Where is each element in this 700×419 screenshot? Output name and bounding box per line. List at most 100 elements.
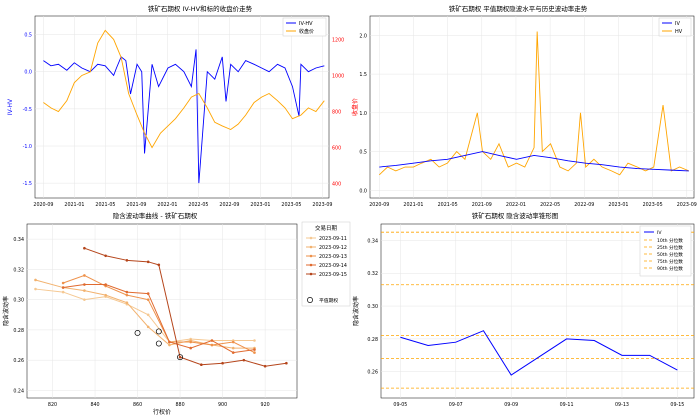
chart4-y-tick-label: 0.30 [367,304,378,310]
chart3-series-point [168,343,171,347]
chart3-series [34,246,288,368]
chart3-series-point [285,361,288,365]
chart3-legend-atm-marker [307,297,313,303]
chart4-x-tick-label: 09-11 [560,402,574,408]
chart3-series-point [253,348,256,351]
chart3-legend-label: 2023-09-15 [319,272,347,278]
chart1-x-tick-label: 2021-01 [64,202,84,208]
chart3-x-tick-label: 920 [261,402,270,408]
chart3-series-point [189,340,193,344]
chart2-series-hv [378,31,690,176]
chart3-series-point [104,254,107,258]
chart2-y-tick-label: 1.0 [359,111,367,117]
chart-iv-hv-levels: 铁矿石期权 平值期权隐波水平与历史波动率走势 2020-09 2021-01 202… [359,4,696,208]
chart4-x-tick-label: 09-09 [504,402,518,408]
chart2-series-iv [379,151,689,172]
chart4-y-tick-label: 0.34 [367,238,378,244]
chart3-series-point [189,346,193,350]
chart3-series-point [168,340,171,344]
chart1-y-tick-label: -0.5 [23,107,32,113]
chart3-atm-point [177,354,184,361]
chart3-legend-marker [309,245,313,249]
chart2-x-tick-label: 2021-05 [438,202,458,208]
chart4-x-tick-label: 09-13 [615,402,629,408]
chart1-x-tick-label: 2020-09 [33,202,53,208]
chart3-legend-atm-label: 平值期权 [319,297,338,304]
chart4-legend-label: 50th 分位数 [657,251,683,258]
chart1-y-tick-label: -1.0 [23,144,32,150]
chart3-series-point [263,364,267,368]
chart3-series-point [253,351,256,354]
chart3-series-point [242,358,246,362]
chart1-series-iv-hv [43,49,325,184]
chart1-y2-tick-label: 1000 [332,73,344,79]
chart1-y2label: 收盘价 [351,98,359,116]
chart4-legend-label: 10th 分位数 [657,237,683,244]
chart3-y-tick-label: 0.24 [13,388,24,394]
chart2-x-tick-label: 2022-01 [506,202,526,208]
chart3-atm-point [155,328,162,335]
chart3-series-point [125,301,129,304]
chart3-series-point [210,343,214,347]
chart1-x-tick-label: 2022-01 [157,202,177,208]
chart3-series-point [34,287,37,291]
chart4-x-tick-label: 09-05 [393,402,407,408]
chart2-y-tick-label: 2.0 [359,33,367,39]
chart2-y-tick-label: 0.0 [359,188,367,194]
chart4-y-tick-label: 0.26 [367,370,378,376]
chart2-x-tick-label: 2021-01 [403,202,423,208]
chart4-plot-frame [380,223,695,399]
chart3-series-2023-09-13 [61,274,256,354]
chart3-legend-marker [309,263,313,267]
chart3-atm-point [134,329,141,336]
chart-iv-smile: 隐含波动率曲线 - 铁矿石期权 820 840 860 880 900 920 0.240… [2,211,351,416]
chart3-x-tick-label: 900 [218,402,227,408]
chart3-x-tick-label: 820 [48,402,57,408]
chart3-legend-label: 2023-09-11 [319,236,347,242]
chart2-x-tick-label: 2022-09 [574,202,594,208]
chart3-y-tick-label: 0.28 [13,328,24,334]
chart1-plot-frame [34,15,330,199]
chart-iv-cone: 铁矿石期权 隐含波动率锥形图 09-05 09-07 09-09 09-11 09-13… [352,211,695,408]
chart4-legend-label: 75th 分位数 [657,258,683,265]
chart4-ylabel: 隐含波动率 [352,296,360,326]
chart3-y-tick-label: 0.32 [13,267,24,273]
chart1-series-close [43,29,325,149]
chart4-x-tick-label: 09-15 [670,402,684,408]
chart1-y2-tick-label: 400 [332,182,341,188]
chart3-series-point [104,293,107,297]
chart2-series [378,31,690,176]
chart3-series-point [210,339,214,342]
chart3-series-point [83,289,86,292]
chart1-y2-tick-label: 1200 [332,37,344,43]
chart1-x-tick-label: 2021-09 [126,202,146,208]
chart1-x-tick-label: 2023-01 [250,202,270,208]
chart3-legend-marker [309,236,313,240]
chart4-x-ticks: 09-05 09-07 09-09 09-11 09-13 09-15 [393,402,684,408]
chart3-series-point [83,246,86,250]
chart3-series-line [62,274,255,354]
chart1-x-tick-label: 2023-05 [281,202,301,208]
chart2-x-tick-label: 2021-09 [472,202,492,208]
chart3-series-line [35,279,255,349]
chart3-series-point [146,313,150,317]
chart3-grid [27,224,297,398]
chart3-series-2023-09-14 [61,283,256,354]
legend-hv-label: HV [675,29,683,35]
chart1-ylabel: IV-HV [7,98,14,115]
chart3-series-line [84,247,287,367]
chart1-legend: IV-HV 收盘价 [282,17,327,37]
chart3-series-point [146,292,150,295]
chart3-xlabel: 行权价 [153,408,171,416]
chart3-legend-label: 2023-09-14 [319,263,347,269]
chart2-y-tick-label: 0.5 [359,150,367,156]
chart4-title: 铁矿石期权 隐含波动率锥形图 [472,211,559,220]
chart3-title: 隐含波动率曲线 - 铁矿石期权 [113,211,198,220]
chart2-y-tick-label: 1.5 [359,72,367,78]
chart3-series-point [200,363,203,367]
chart3-legend-marker [309,272,313,276]
chart1-y2-ticks: 400 600 800 1000 1200 [332,37,344,187]
chart3-series-point [83,274,86,277]
